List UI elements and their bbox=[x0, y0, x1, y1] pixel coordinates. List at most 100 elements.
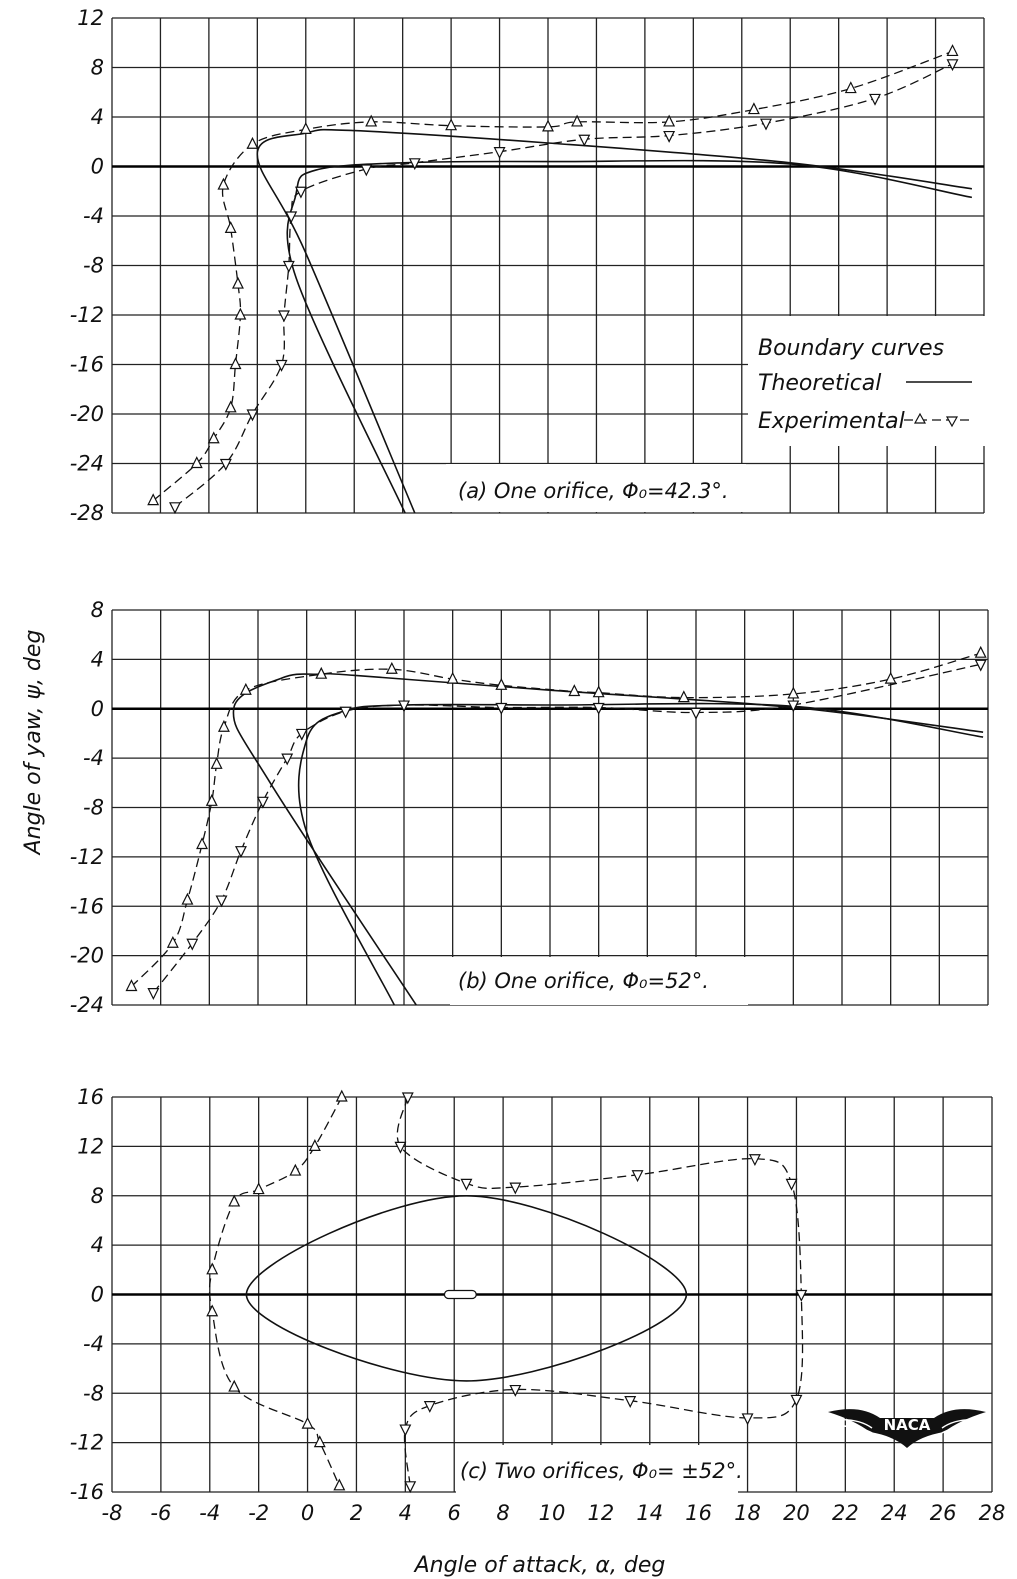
y-tick-label: -8 bbox=[83, 254, 104, 278]
x-tick-label: 28 bbox=[979, 1501, 1006, 1525]
data-point-triangle-down bbox=[787, 700, 800, 713]
y-tick-label: -8 bbox=[83, 1381, 104, 1405]
y-tick-label: 0 bbox=[91, 1283, 104, 1307]
panel-b-title: (b) One orifice, Φ₀=52°. bbox=[458, 969, 709, 993]
y-tick-label: -24 bbox=[70, 993, 104, 1017]
legend-entry-theoretical: Theoretical bbox=[758, 371, 881, 396]
data-point-triangle-up bbox=[385, 661, 398, 674]
y-tick-label: -16 bbox=[70, 1480, 104, 1504]
y-tick-label: -12 bbox=[70, 845, 104, 869]
data-point-triangle-down bbox=[234, 846, 247, 859]
chart-panel-a: 12 8 4 0 -4 -8 -12 -16 -20 -24 -28 bbox=[70, 6, 985, 525]
data-point-triangle-up bbox=[207, 431, 220, 444]
data-point-triangle-down bbox=[339, 706, 352, 719]
x-tick-label: 12 bbox=[588, 1501, 615, 1525]
data-point-triangle-up bbox=[315, 666, 328, 679]
y-tick-label: -20 bbox=[70, 402, 104, 426]
data-point-triangle-up bbox=[677, 690, 690, 703]
y-tick-label: -28 bbox=[70, 501, 104, 525]
x-tick-label: 0 bbox=[301, 1501, 314, 1525]
data-point-triangle-down bbox=[401, 1092, 414, 1105]
x-tick-label: 14 bbox=[636, 1501, 663, 1525]
data-point-triangle-down bbox=[256, 796, 269, 809]
data-point-triangle-up bbox=[206, 1262, 219, 1275]
data-point-triangle-up bbox=[228, 1379, 241, 1392]
x-tick-label: -6 bbox=[150, 1501, 171, 1525]
data-point-triangle-down bbox=[360, 164, 373, 177]
data-point-triangle-down bbox=[246, 409, 259, 422]
y-tick-label: -20 bbox=[70, 944, 104, 968]
y-tick-label: -4 bbox=[83, 204, 104, 228]
data-point-triangle-down bbox=[399, 1424, 412, 1437]
data-point-triangle-up bbox=[147, 493, 160, 506]
data-point-triangle-up bbox=[239, 682, 252, 695]
y-tick-label: 4 bbox=[91, 1233, 104, 1257]
data-point-triangle-down bbox=[493, 147, 506, 159]
data-point-triangle-down bbox=[282, 260, 295, 273]
data-point-triangle-down bbox=[460, 1178, 473, 1191]
data-point-triangle-down bbox=[790, 1394, 803, 1407]
data-point-triangle-up bbox=[844, 81, 857, 94]
y-tick-label: -12 bbox=[70, 1431, 104, 1455]
data-point-triangle-down bbox=[495, 702, 508, 715]
data-point-triangle-up bbox=[313, 1435, 326, 1448]
data-point-triangle-up bbox=[365, 114, 378, 127]
data-point-triangle-up bbox=[301, 1416, 314, 1429]
data-point-triangle-down bbox=[974, 659, 987, 672]
x-tick-label: 24 bbox=[881, 1501, 908, 1525]
chart-panel-b: 8 4 0 -4 -8 -12 -16 -20 -24 bbox=[70, 598, 989, 1017]
data-point-triangle-down bbox=[275, 359, 288, 372]
experimental-curve bbox=[152, 50, 953, 502]
x-tick-label: -4 bbox=[199, 1501, 220, 1525]
x-tick-label: 2 bbox=[350, 1501, 363, 1525]
theoretical-curve bbox=[245, 1195, 688, 1382]
data-point-triangle-up bbox=[252, 1182, 265, 1195]
data-point-triangle-up bbox=[568, 684, 581, 697]
data-point-triangle-down bbox=[423, 1400, 436, 1413]
data-point-triangle-up bbox=[217, 177, 230, 190]
data-point-triangle-down bbox=[169, 502, 181, 515]
data-point-triangle-up bbox=[308, 1139, 321, 1151]
data-point-triangle-up bbox=[231, 276, 244, 289]
data-point-triangle-down bbox=[278, 310, 290, 323]
experimental-curve bbox=[131, 652, 981, 987]
data-point-triangle-down bbox=[592, 702, 605, 715]
data-point-triangle-up bbox=[974, 645, 987, 658]
legend-box bbox=[748, 316, 988, 446]
data-point-triangle-up bbox=[224, 400, 237, 413]
x-tick-label: 18 bbox=[734, 1501, 761, 1525]
panel-b-note-box bbox=[450, 957, 748, 1005]
y-tick-label: -16 bbox=[70, 353, 104, 377]
x-tick-label: 20 bbox=[783, 1501, 810, 1525]
data-point-triangle-down bbox=[785, 1178, 798, 1191]
legend-title: Boundary curves bbox=[758, 336, 944, 361]
data-point-triangle-down bbox=[795, 1289, 808, 1302]
x-tick-label: 8 bbox=[496, 1501, 509, 1525]
y-tick-label: -8 bbox=[83, 796, 104, 820]
panel-a-title: (a) One orifice, Φ₀=42.3°. bbox=[458, 479, 729, 503]
data-point-triangle-up bbox=[663, 114, 676, 127]
x-tick-label: 22 bbox=[832, 1501, 859, 1525]
data-point-triangle-down bbox=[404, 1481, 417, 1494]
data-point-triangle-up bbox=[299, 122, 312, 134]
y-tick-label: 0 bbox=[91, 155, 104, 179]
x-tick-label: 4 bbox=[399, 1501, 412, 1525]
data-point-triangle-up bbox=[205, 793, 218, 806]
data-point-triangle-down bbox=[631, 1170, 644, 1183]
data-point-triangle-down bbox=[578, 134, 591, 147]
theoretical-curve bbox=[286, 159, 973, 514]
data-point-triangle-up bbox=[946, 44, 959, 57]
y-tick-label: 4 bbox=[91, 647, 104, 671]
data-point-triangle-down bbox=[509, 1182, 522, 1195]
data-point-triangle-up bbox=[206, 1304, 219, 1317]
data-point-triangle-up bbox=[592, 685, 605, 698]
x-tick-label: -8 bbox=[102, 1501, 123, 1525]
data-point-triangle-up bbox=[196, 837, 209, 850]
y-tick-label: 8 bbox=[91, 56, 104, 80]
experimental-curve bbox=[152, 663, 981, 994]
data-point-triangle-up bbox=[445, 118, 458, 131]
data-point-triangle-down bbox=[509, 1384, 522, 1397]
data-point-triangle-down bbox=[295, 728, 308, 741]
